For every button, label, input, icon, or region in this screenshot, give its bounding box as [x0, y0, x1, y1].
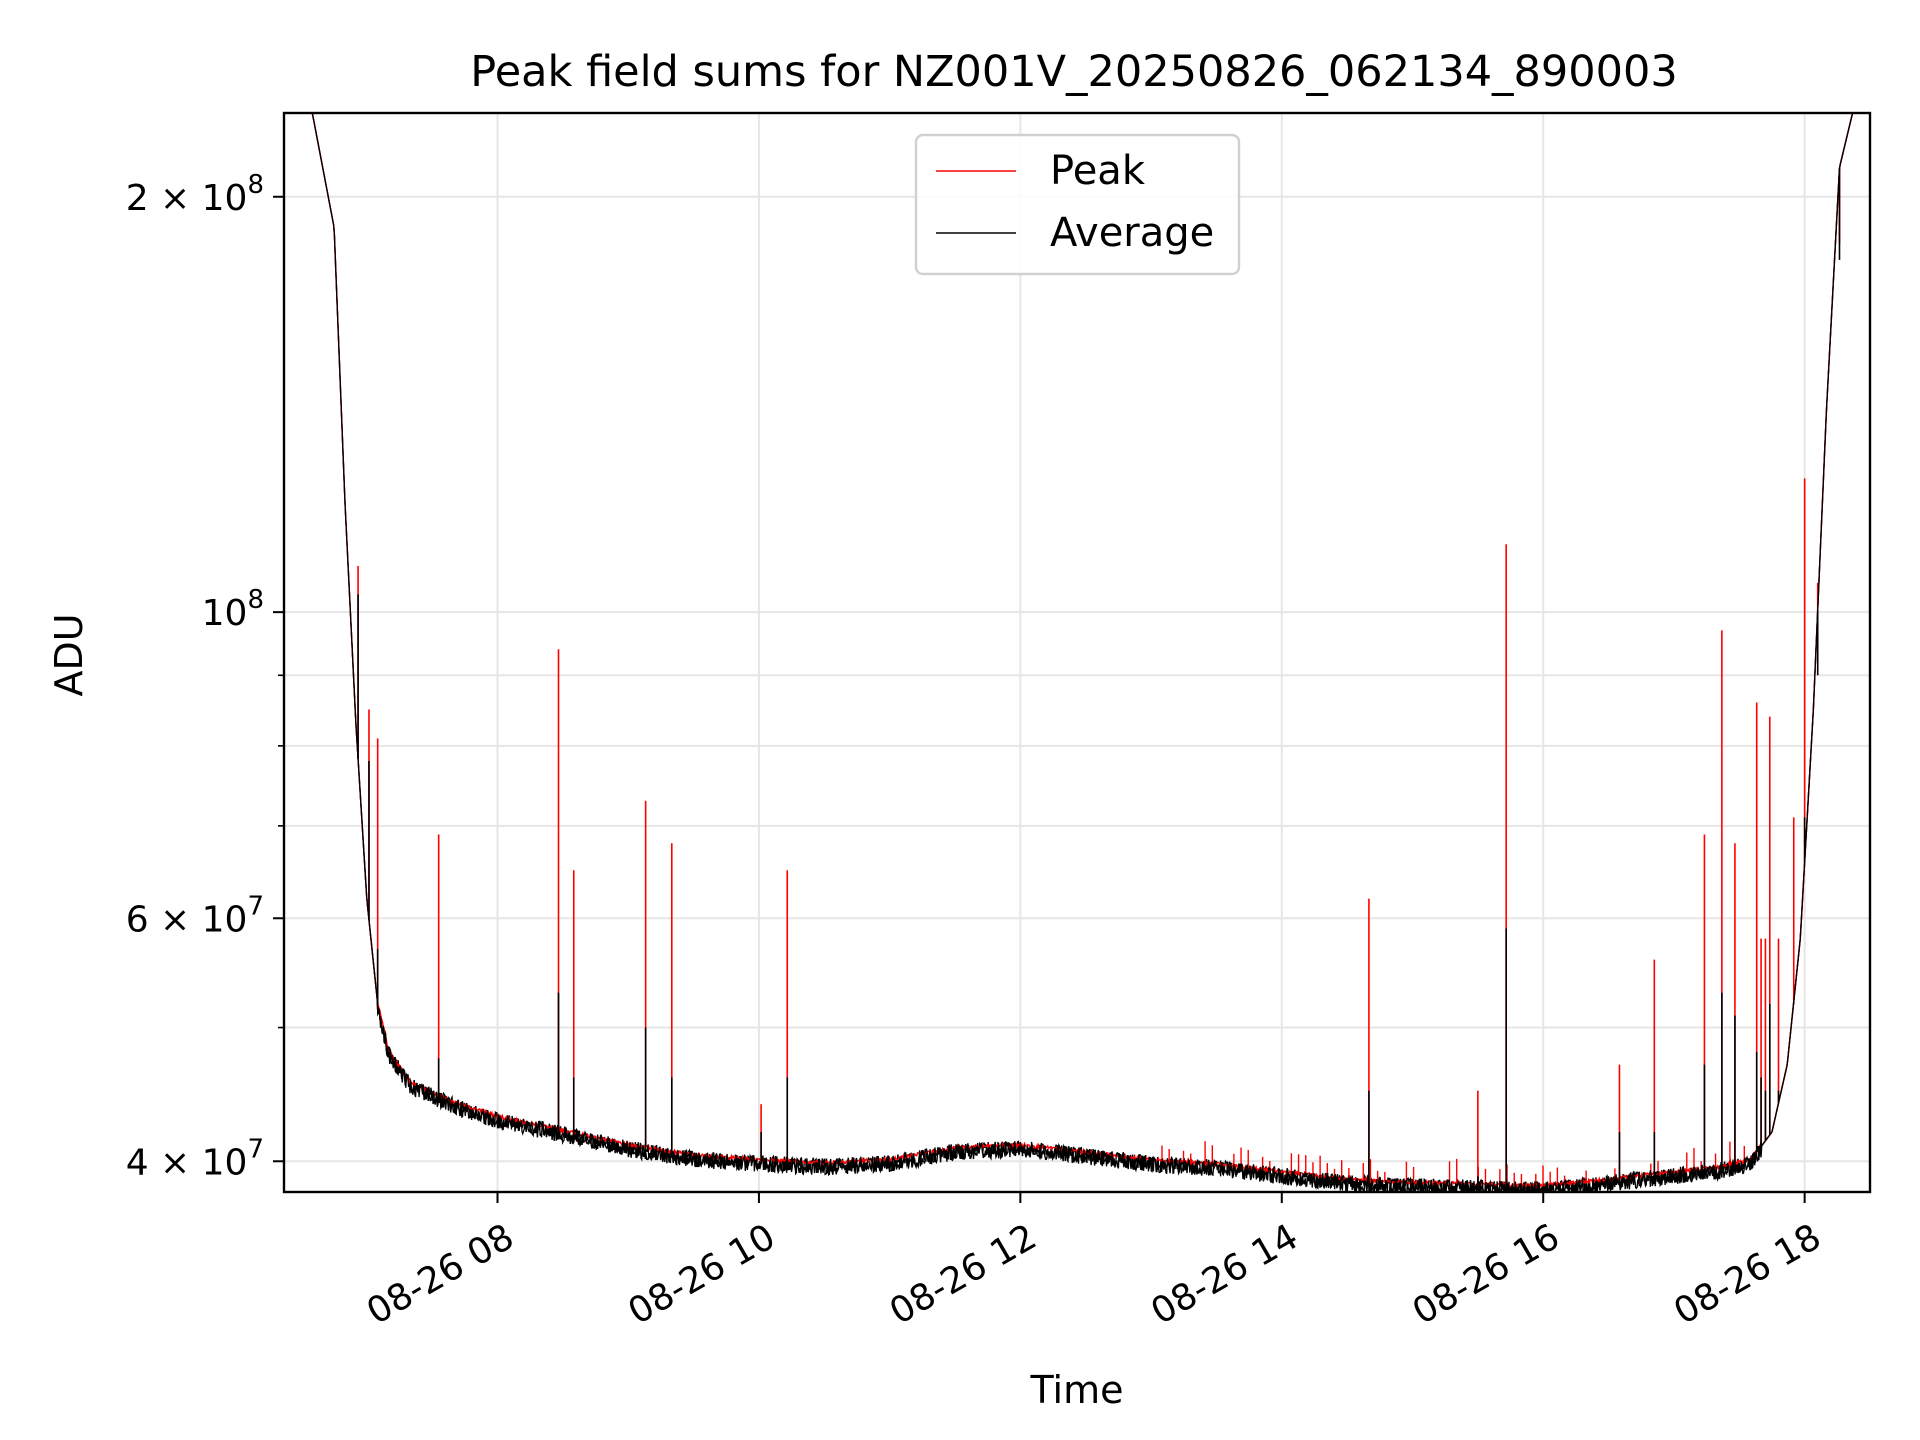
y-tick-exponent: 8 [247, 585, 264, 615]
y-tick-label: 108 [202, 585, 264, 634]
y-tick-base: 6 [126, 899, 149, 940]
y-tick-base: 10 [202, 593, 248, 634]
chart-title: Peak field sums for NZ001V_20250826_0621… [470, 47, 1677, 97]
legend-box [914, 133, 1241, 276]
y-tick-label: 2 × 108 [126, 170, 264, 219]
peak-line [284, 113, 1870, 1189]
y-tick-base: 2 [126, 178, 149, 219]
y-tick-exponent: 8 [247, 170, 264, 200]
plot-frame [282, 111, 1872, 1194]
x-axis-label: Time [1030, 1368, 1124, 1412]
legend-peak-label: Peak [1050, 148, 1146, 194]
y-tick-label: 6 × 107 [126, 891, 264, 940]
average-spikes [284, 113, 1870, 1192]
y-tick-exponent: 7 [247, 891, 264, 921]
y-tick-label: 4 × 107 [126, 1134, 264, 1183]
average-line-overlay [284, 113, 1870, 1192]
y-axis-label: ADU [47, 613, 91, 696]
y-tick-exponent: 7 [247, 1134, 264, 1164]
y-tick-base: 4 [126, 1142, 149, 1183]
legend: Peak Average [914, 133, 1241, 276]
legend-average-label: Average [1050, 210, 1214, 256]
